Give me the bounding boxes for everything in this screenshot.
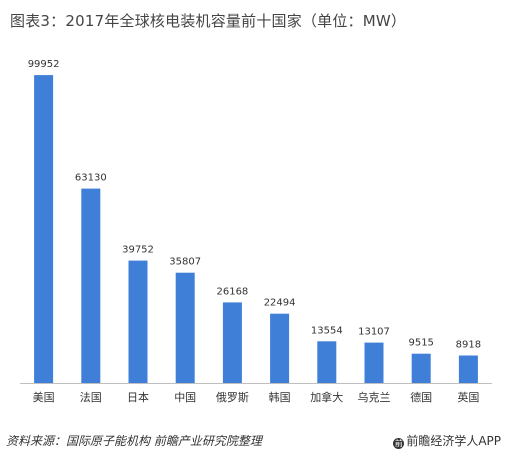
value-label-1: 63130 — [75, 173, 107, 184]
value-labels: 99952 63130 39752 35807 26168 22494 13554 13107… — [28, 59, 481, 350]
category-label-3: 中国 — [174, 391, 196, 404]
value-label-4: 26168 — [216, 286, 248, 297]
brand-logo-icon: 前 — [393, 438, 405, 449]
bar-3 — [175, 272, 195, 383]
category-label-7: 乌克兰 — [358, 390, 391, 404]
value-label-7: 13107 — [358, 327, 390, 338]
brand-credit: 前前瞻经济学人APP — [393, 432, 501, 449]
bar-9 — [458, 355, 478, 383]
category-label-2: 日本 — [127, 390, 149, 404]
bar-5 — [270, 313, 290, 383]
source-note: 资料来源：国际原子能机构 前瞻产业研究院整理 — [6, 434, 262, 448]
bar-6 — [317, 341, 337, 383]
category-label-4: 俄罗斯 — [216, 391, 249, 404]
value-label-2: 39752 — [122, 245, 154, 256]
category-labels: 美国 法国 日本 中国 俄罗斯 韩国 加拿大 乌克兰 德国 英国 — [33, 390, 480, 404]
bar-2 — [128, 260, 148, 383]
bar-7 — [364, 342, 384, 383]
category-label-8: 德国 — [410, 390, 432, 404]
category-label-5: 韩国 — [269, 390, 291, 404]
bars-layer — [34, 75, 478, 383]
bar-4 — [222, 302, 242, 383]
value-label-5: 22494 — [264, 298, 296, 309]
bar-0 — [34, 75, 54, 383]
brand-label: 前瞻经济学人APP — [406, 434, 501, 448]
value-label-6: 13554 — [311, 325, 343, 336]
value-label-8: 9515 — [408, 338, 433, 349]
chart-title: 图表3：2017年全球核电装机容量前十国家（单位：MW） — [10, 12, 407, 30]
category-label-6: 加拿大 — [310, 390, 343, 404]
value-label-0: 99952 — [28, 59, 60, 70]
category-label-9: 英国 — [457, 390, 479, 404]
bar-8 — [411, 353, 431, 383]
bar-1 — [81, 188, 101, 383]
value-label-9: 8918 — [456, 340, 481, 351]
category-label-1: 法国 — [80, 390, 102, 404]
value-label-3: 35807 — [169, 257, 201, 268]
category-label-0: 美国 — [33, 391, 55, 404]
